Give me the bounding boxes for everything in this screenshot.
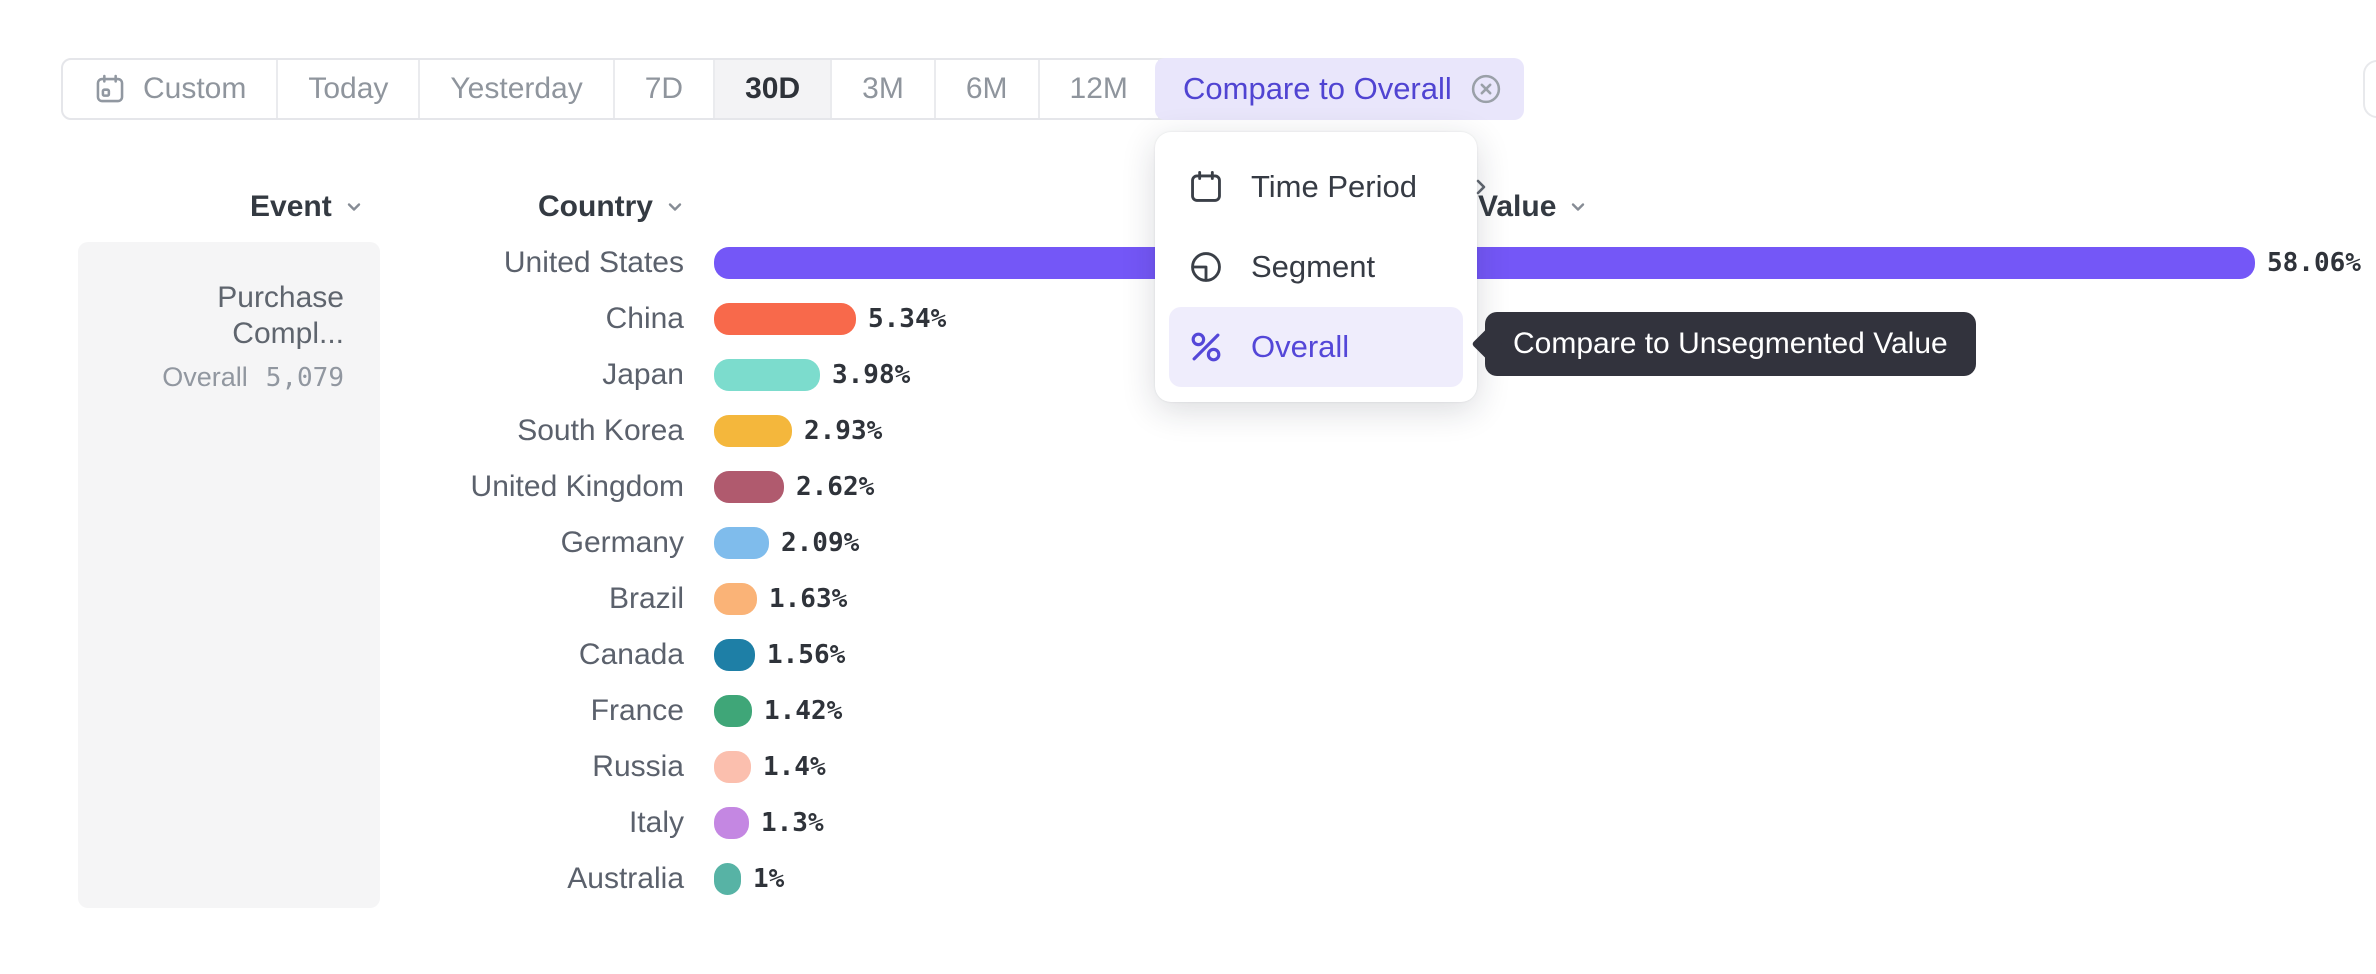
percent-icon	[1187, 328, 1225, 366]
column-header-value[interactable]: Value	[1478, 188, 1588, 226]
country-bar[interactable]	[714, 359, 820, 391]
column-header-country[interactable]: Country	[538, 188, 685, 226]
range-yesterday-button[interactable]: Yesterday	[420, 60, 615, 118]
country-label: Germany	[560, 526, 684, 559]
country-label: Italy	[628, 806, 684, 839]
country-bar[interactable]	[714, 303, 856, 335]
country-label: South Korea	[517, 414, 684, 447]
country-header-label: Country	[538, 190, 653, 223]
chart-row: China 5.34%	[0, 303, 2376, 335]
event-cell[interactable]: Purchase Compl... Overall 5,079	[78, 242, 380, 908]
range-7d-button[interactable]: 7D	[615, 60, 716, 118]
range-12m-label: 12M	[1069, 72, 1128, 105]
overall-value: 5,079	[265, 363, 344, 393]
value-label: 1.63%	[769, 584, 848, 614]
range-30d-label: 30D	[745, 72, 801, 105]
menu-item-segment[interactable]: Segment	[1169, 227, 1463, 307]
chart-row: South Korea 2.93%	[0, 415, 2376, 447]
range-6m-button[interactable]: 6M	[936, 60, 1040, 118]
segment-label: Segment	[1251, 249, 1376, 284]
chart-row: France 1.42%	[0, 695, 2376, 727]
chevron-down-icon	[1568, 197, 1588, 217]
country-bar[interactable]	[714, 415, 792, 447]
country-bar[interactable]	[714, 639, 755, 671]
overall-menu-label: Overall	[1251, 329, 1350, 364]
compare-dropdown-menu: Time Period Segment	[1155, 132, 1486, 402]
time-period-label: Time Period	[1251, 169, 1417, 204]
event-overall-row: Overall 5,079	[98, 362, 344, 393]
tooltip: Compare to Unsegmented Value	[1471, 312, 1976, 376]
compare-to-overall-chip[interactable]: Compare to Overall	[1155, 58, 1524, 120]
date-range-control: Custom Today Yesterday 7D 30D 3M 6M 12M …	[61, 58, 1316, 120]
range-30d-button[interactable]: 30D	[715, 60, 833, 118]
country-bar[interactable]	[714, 247, 2255, 279]
country-bar[interactable]	[714, 695, 752, 727]
value-label: 1.3%	[761, 808, 824, 838]
range-today-button[interactable]: Today	[278, 60, 421, 118]
country-label: Australia	[567, 862, 684, 895]
country-label: China	[605, 302, 684, 335]
chart-row: United States 58.06%	[0, 247, 2376, 279]
calendar-icon	[93, 72, 127, 106]
country-label: Japan	[602, 358, 684, 391]
country-bar[interactable]	[714, 471, 784, 503]
clipped-edge-button[interactable]	[2363, 60, 2376, 118]
range-3m-label: 3M	[862, 72, 904, 105]
range-yesterday-label: Yesterday	[450, 72, 583, 105]
value-label: 1.4%	[763, 752, 826, 782]
country-bar[interactable]	[714, 807, 749, 839]
range-6m-label: 6M	[965, 72, 1008, 105]
segment-icon	[1187, 248, 1225, 286]
range-7d-label: 7D	[644, 72, 684, 105]
value-label: 3.98%	[832, 360, 911, 390]
chart-row: Australia 1%	[0, 863, 2376, 895]
chart-row: Brazil 1.63%	[0, 583, 2376, 615]
country-label: United Kingdom	[470, 470, 684, 503]
value-header-label: Value	[1478, 190, 1557, 223]
chevron-down-icon	[344, 197, 364, 217]
range-3m-button[interactable]: 3M	[832, 60, 936, 118]
country-label: France	[590, 694, 684, 727]
value-label: 1%	[753, 864, 785, 894]
value-label: 1.42%	[764, 696, 843, 726]
value-label: 1.56%	[767, 640, 846, 670]
chart-row: Canada 1.56%	[0, 639, 2376, 671]
event-title: Purchase Compl...	[217, 281, 344, 350]
value-label: 58.06%	[2267, 248, 2361, 278]
country-label: United States	[503, 246, 684, 279]
range-today-label: Today	[308, 72, 389, 105]
country-bar[interactable]	[714, 863, 741, 895]
country-bar[interactable]	[714, 527, 769, 559]
compare-chip-label: Compare to Overall	[1183, 71, 1452, 106]
event-header-label: Event	[250, 190, 332, 223]
tooltip-text: Compare to Unsegmented Value	[1513, 327, 1948, 360]
value-label: 2.62%	[796, 472, 875, 502]
overall-label: Overall	[162, 362, 248, 392]
chart-row: United Kingdom 2.62%	[0, 471, 2376, 503]
range-custom-label: Custom	[143, 72, 247, 105]
value-label: 5.34%	[868, 304, 947, 334]
menu-item-overall[interactable]: Overall	[1169, 307, 1463, 387]
range-custom-button[interactable]: Custom	[63, 60, 279, 118]
country-bar[interactable]	[714, 751, 751, 783]
country-bar[interactable]	[714, 583, 757, 615]
country-label: Brazil	[608, 582, 684, 615]
column-header-event[interactable]: Event	[250, 188, 364, 226]
dismiss-circled-x-icon[interactable]	[1468, 71, 1504, 107]
value-label: 2.93%	[804, 416, 883, 446]
menu-item-time-period[interactable]: Time Period	[1169, 147, 1486, 227]
country-label: Canada	[578, 638, 684, 671]
calendar-icon	[1187, 168, 1225, 206]
chart-row: Germany 2.09%	[0, 527, 2376, 559]
chart-row: Russia 1.4%	[0, 751, 2376, 783]
range-12m-button[interactable]: 12M	[1040, 60, 1160, 118]
value-label: 2.09%	[781, 528, 860, 558]
country-label: Russia	[592, 750, 684, 783]
chart-row: Italy 1.3%	[0, 807, 2376, 839]
chevron-down-icon	[665, 197, 685, 217]
chevron-right-icon	[1469, 175, 1493, 199]
chart-row: Japan 3.98%	[0, 359, 2376, 391]
